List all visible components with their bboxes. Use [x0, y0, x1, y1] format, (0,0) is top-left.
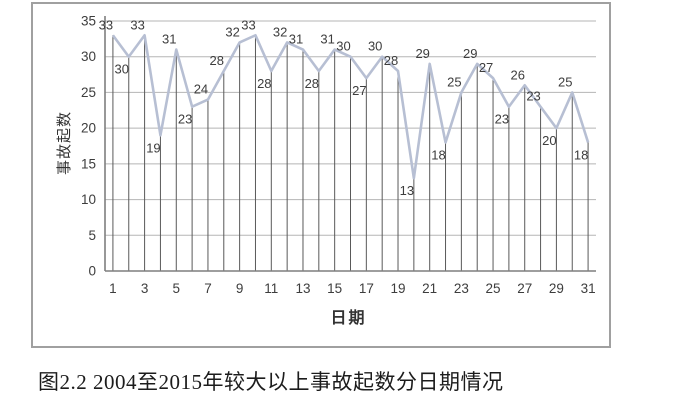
svg-text:25: 25 — [486, 281, 501, 296]
svg-text:33: 33 — [241, 17, 255, 32]
svg-text:5: 5 — [173, 281, 181, 296]
svg-text:35: 35 — [81, 14, 96, 29]
svg-text:30: 30 — [81, 49, 96, 64]
svg-text:3: 3 — [141, 281, 149, 296]
x-axis-title: 日期 — [330, 310, 367, 327]
svg-text:20: 20 — [542, 133, 556, 148]
svg-text:25: 25 — [558, 74, 572, 89]
svg-text:23: 23 — [526, 89, 540, 104]
svg-text:11: 11 — [264, 281, 278, 296]
svg-text:28: 28 — [210, 53, 224, 68]
svg-text:26: 26 — [510, 67, 524, 82]
svg-text:18: 18 — [574, 147, 588, 162]
svg-text:15: 15 — [81, 156, 96, 171]
svg-text:13: 13 — [295, 281, 310, 296]
svg-text:25: 25 — [81, 85, 96, 100]
svg-text:28: 28 — [384, 53, 398, 68]
series-line — [111, 33, 590, 180]
svg-text:5: 5 — [88, 228, 96, 243]
chart-frame: 0 5 10 15 20 25 30 35 1 3 5 7 9 11 13 15 17 19 21 23 25 27 29 3… — [31, 2, 611, 348]
svg-text:29: 29 — [463, 46, 477, 61]
svg-text:31: 31 — [320, 32, 334, 47]
svg-text:17: 17 — [359, 281, 374, 296]
svg-text:27: 27 — [517, 281, 532, 296]
svg-text:23: 23 — [495, 112, 509, 127]
svg-text:32: 32 — [225, 24, 239, 39]
svg-text:1: 1 — [109, 281, 117, 296]
svg-text:29: 29 — [549, 281, 564, 296]
svg-text:15: 15 — [327, 281, 342, 296]
svg-text:9: 9 — [236, 281, 244, 296]
svg-text:28: 28 — [257, 76, 271, 91]
svg-text:13: 13 — [400, 183, 414, 198]
svg-text:19: 19 — [391, 281, 406, 296]
svg-text:18: 18 — [431, 147, 445, 162]
svg-text:21: 21 — [422, 281, 437, 296]
svg-text:30: 30 — [115, 62, 129, 77]
svg-text:19: 19 — [146, 140, 160, 155]
svg-text:28: 28 — [305, 76, 319, 91]
svg-text:23: 23 — [454, 281, 469, 296]
axes — [104, 16, 596, 272]
svg-text:32: 32 — [273, 24, 287, 39]
svg-text:25: 25 — [447, 74, 461, 89]
svg-text:33: 33 — [130, 17, 144, 32]
svg-text:31: 31 — [162, 32, 176, 47]
svg-text:7: 7 — [204, 281, 212, 296]
svg-text:27: 27 — [479, 60, 493, 75]
svg-text:30: 30 — [368, 39, 382, 54]
figure-caption: 图2.2 2004至2015年较大以上事故起数分日期情况 — [38, 370, 504, 394]
drop-lines — [112, 35, 589, 271]
svg-text:0: 0 — [88, 264, 96, 279]
svg-text:10: 10 — [81, 192, 96, 207]
svg-text:31: 31 — [581, 281, 596, 296]
svg-text:24: 24 — [194, 82, 208, 97]
svg-text:29: 29 — [415, 46, 429, 61]
y-axis-title: 事故起数 — [56, 110, 73, 175]
svg-text:31: 31 — [289, 32, 303, 47]
svg-text:33: 33 — [99, 17, 113, 32]
svg-text:27: 27 — [352, 83, 366, 98]
y-tick-labels: 0 5 10 15 20 25 30 35 — [81, 14, 96, 279]
svg-text:20: 20 — [81, 121, 96, 136]
svg-text:30: 30 — [336, 39, 350, 54]
svg-text:23: 23 — [178, 112, 192, 127]
x-tick-labels: 1 3 5 7 9 11 13 15 17 19 21 23 25 27 29 31 — [109, 281, 595, 296]
